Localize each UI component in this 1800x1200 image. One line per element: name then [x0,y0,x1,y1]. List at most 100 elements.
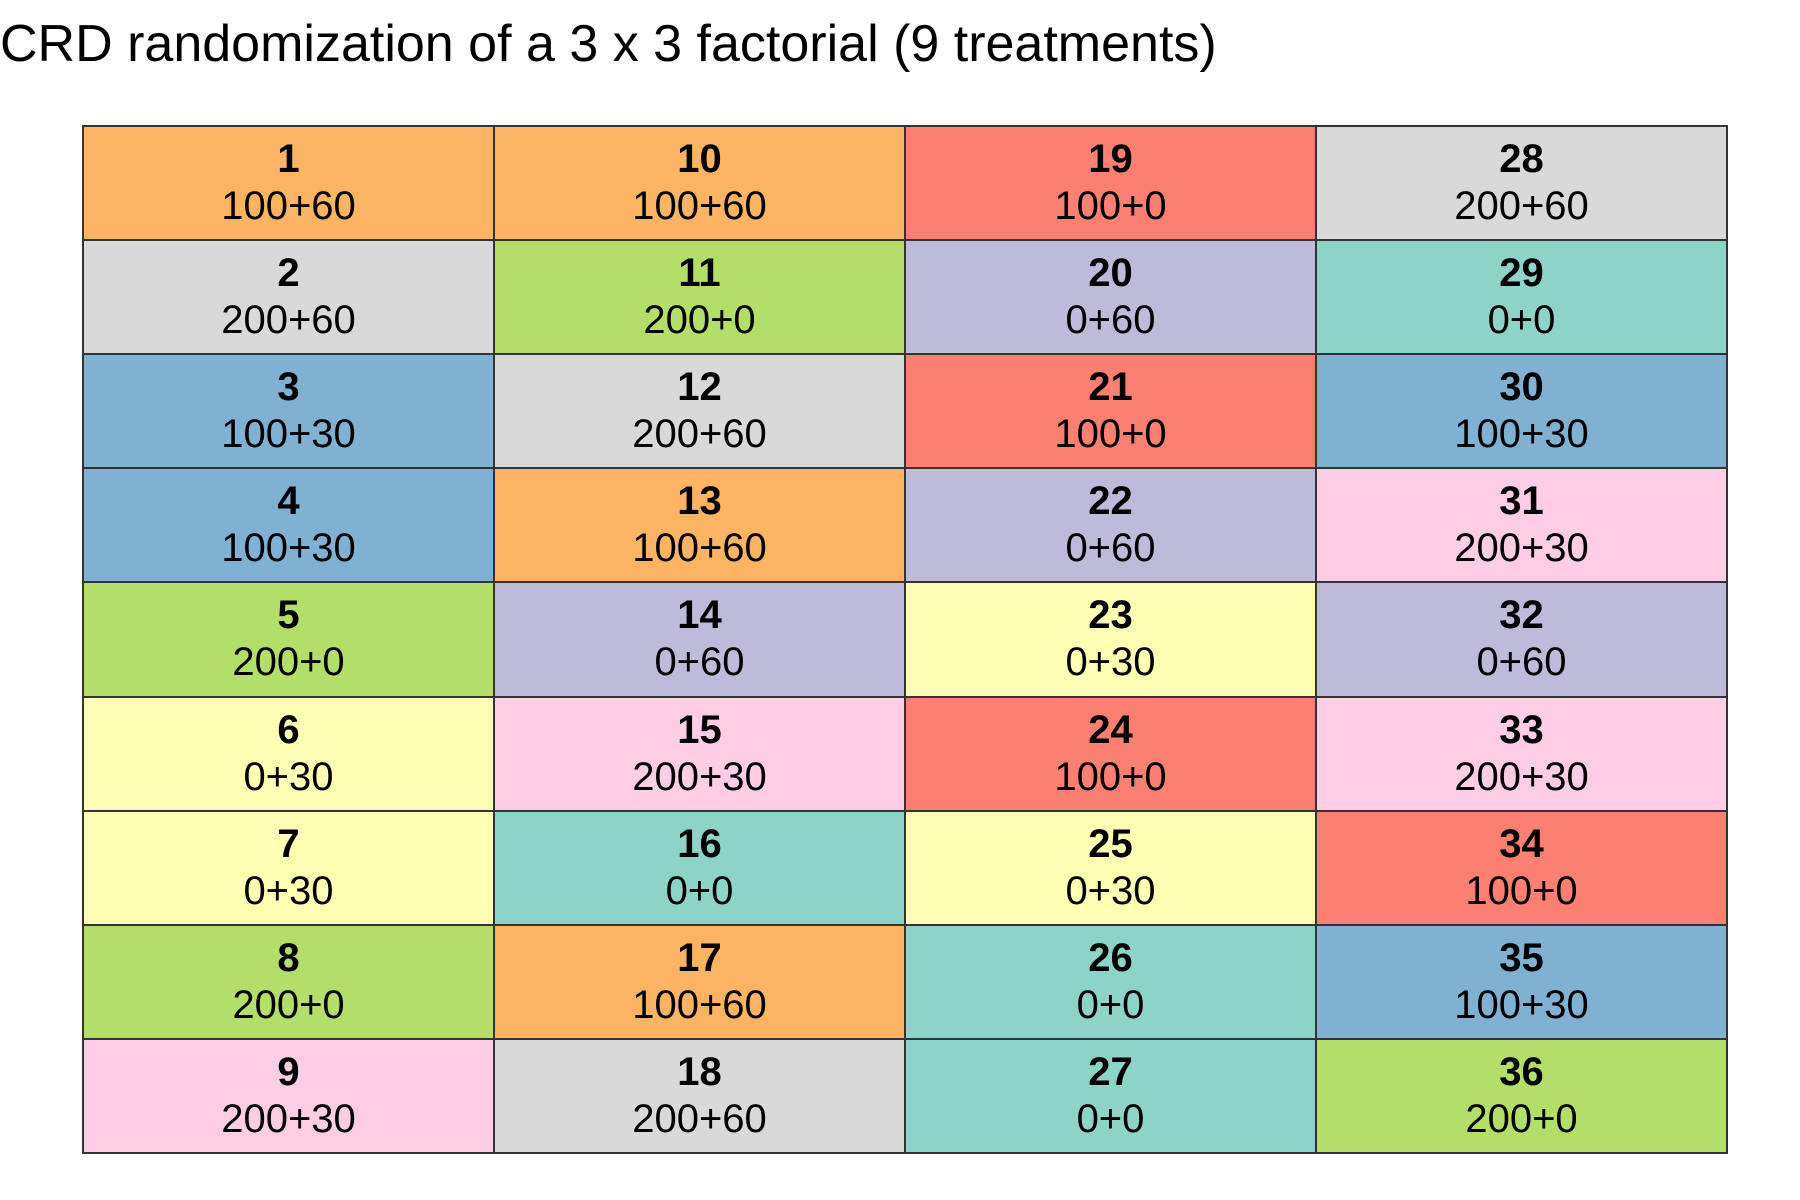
plot-treatment: 0+60 [1476,640,1567,685]
plot-cell: 26 0+0 [905,924,1316,1039]
plot-cell: 2 200+60 [83,240,494,355]
plot-cell: 16 0+0 [494,810,905,925]
plot-cell: 15 200+30 [494,696,905,811]
plot-number: 36 [1499,1049,1544,1094]
plot-treatment: 100+0 [1465,868,1578,913]
plot-treatment: 0+30 [1065,640,1156,685]
page-title: CRD randomization of a 3 x 3 factorial (… [0,15,1217,73]
plot-treatment: 0+30 [243,868,334,913]
plot-number: 20 [1088,251,1133,296]
plot-treatment: 0+0 [665,868,734,913]
plot-treatment: 200+30 [632,754,767,799]
plot-number: 3 [277,365,300,410]
plot-cell: 12 200+60 [494,354,905,469]
plot-number: 22 [1088,479,1133,524]
plot-treatment: 0+0 [1076,982,1145,1027]
plot-treatment: 100+60 [632,526,767,571]
plot-number: 9 [277,1049,300,1094]
plot-number: 13 [677,479,722,524]
plot-treatment: 200+0 [232,640,345,685]
plot-treatment: 100+60 [221,184,356,229]
plot-cell: 27 0+0 [905,1038,1316,1153]
plot-cell: 34 100+0 [1316,810,1727,925]
plot-cell: 13 100+60 [494,468,905,583]
plot-number: 25 [1088,821,1133,866]
plot-number: 31 [1499,479,1544,524]
plot-number: 14 [677,593,722,638]
plot-cell: 32 0+60 [1316,582,1727,697]
plot-number: 24 [1088,707,1133,752]
plot-cell: 28 200+60 [1316,126,1727,241]
plot-number: 30 [1499,365,1544,410]
plot-cell: 33 200+30 [1316,696,1727,811]
plot-cell: 19 100+0 [905,126,1316,241]
plot-number: 19 [1088,137,1133,182]
plot-treatment: 0+0 [1487,298,1556,343]
plot-cell: 4 100+30 [83,468,494,583]
plot-number: 23 [1088,593,1133,638]
plot-cell: 36 200+0 [1316,1038,1727,1153]
plot-number: 8 [277,935,300,980]
plot-number: 4 [277,479,300,524]
plot-number: 15 [677,707,722,752]
plot-number: 33 [1499,707,1544,752]
plot-cell: 5 200+0 [83,582,494,697]
plot-cell: 7 0+30 [83,810,494,925]
plot-treatment: 200+30 [221,1096,356,1141]
plot-number: 5 [277,593,300,638]
plot-cell: 8 200+0 [83,924,494,1039]
plot-treatment: 200+60 [221,298,356,343]
plot-treatment: 200+0 [232,982,345,1027]
plot-cell: 21 100+0 [905,354,1316,469]
plot-number: 12 [677,365,722,410]
plot-treatment: 100+0 [1054,184,1167,229]
plot-cell: 24 100+0 [905,696,1316,811]
plot-treatment: 100+60 [632,184,767,229]
plot-treatment: 0+0 [1076,1096,1145,1141]
plot-cell: 25 0+30 [905,810,1316,925]
plot-number: 11 [678,251,721,296]
plot-cell: 1 100+60 [83,126,494,241]
plot-treatment: 100+30 [1454,412,1589,457]
plot-number: 21 [1088,365,1133,410]
plot-cell: 11 200+0 [494,240,905,355]
plot-grid: 1 100+60 2 200+60 3 100+30 4 100+30 5 200+0 6 0+30 7… [82,125,1728,1154]
plot-cell: 35 100+30 [1316,924,1727,1039]
plot-cell: 31 200+30 [1316,468,1727,583]
plot-number: 35 [1499,935,1544,980]
plot-cell: 10 100+60 [494,126,905,241]
plot-cell: 14 0+60 [494,582,905,697]
plot-number: 32 [1499,593,1544,638]
plot-number: 28 [1499,137,1544,182]
plot-treatment: 200+0 [1465,1096,1578,1141]
plot-treatment: 100+60 [632,982,767,1027]
plot-treatment: 200+60 [632,1096,767,1141]
plot-treatment: 100+30 [221,526,356,571]
plot-number: 1 [277,137,300,182]
plot-treatment: 200+60 [632,412,767,457]
plot-treatment: 0+60 [1065,526,1156,571]
plot-cell: 6 0+30 [83,696,494,811]
plot-treatment: 100+0 [1054,754,1167,799]
plot-treatment: 0+60 [1065,298,1156,343]
plot-cell: 9 200+30 [83,1038,494,1153]
plot-cell: 18 200+60 [494,1038,905,1153]
plot-number: 2 [277,251,300,296]
plot-number: 26 [1088,935,1133,980]
plot-treatment: 0+30 [1065,868,1156,913]
plot-treatment: 200+0 [643,298,756,343]
plot-cell: 22 0+60 [905,468,1316,583]
plot-number: 6 [277,707,300,752]
plot-cell: 20 0+60 [905,240,1316,355]
plot-treatment: 200+60 [1454,184,1589,229]
plot-number: 17 [677,935,722,980]
plot-cell: 3 100+30 [83,354,494,469]
plot-number: 27 [1088,1049,1133,1094]
plot-cell: 29 0+0 [1316,240,1727,355]
plot-number: 29 [1499,251,1544,296]
plot-treatment: 100+30 [221,412,356,457]
plot-cell: 30 100+30 [1316,354,1727,469]
plot-number: 34 [1499,821,1544,866]
plot-number: 16 [677,821,722,866]
plot-number: 7 [277,821,300,866]
